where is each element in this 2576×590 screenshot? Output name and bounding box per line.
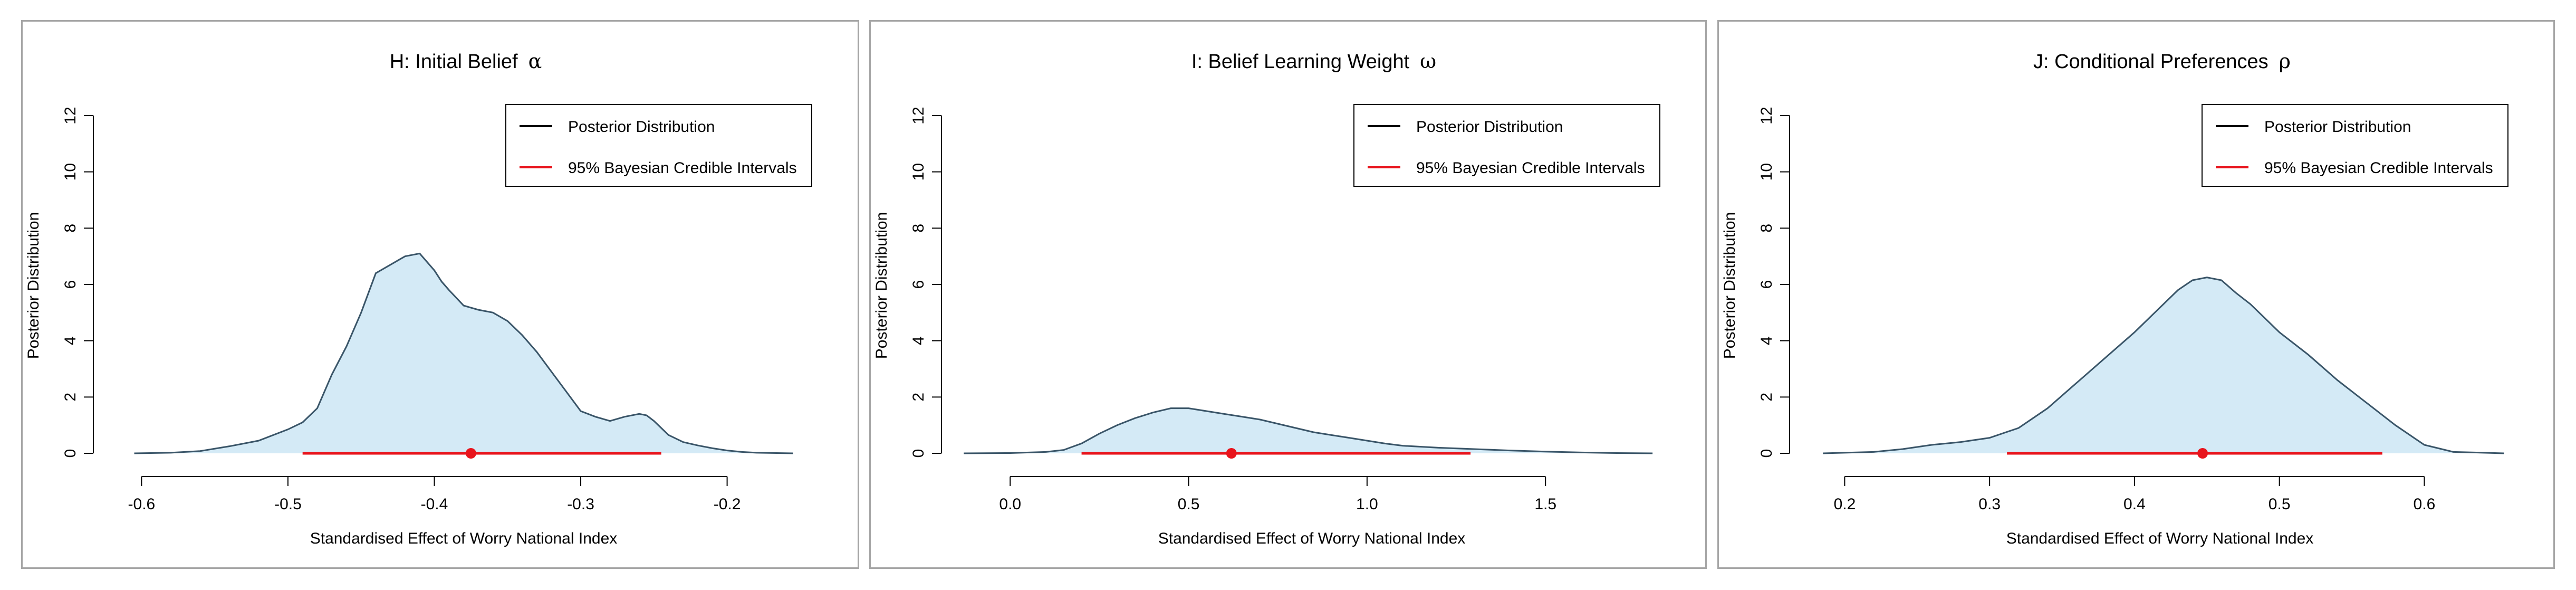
- chart-title-symbol: ω: [1420, 50, 1436, 73]
- chart-svg: I: Belief Learning Weight ω 0.0 0.5 1.0 1.5 St…: [873, 50, 1660, 547]
- legend: Posterior Distribution 95% Bayesian Credi…: [1353, 104, 1660, 187]
- y-tick-label: 2: [62, 393, 79, 402]
- x-tick-label: 0.5: [2269, 496, 2291, 513]
- y-tick-label: 12: [1758, 107, 1775, 124]
- posterior-point: [465, 448, 476, 459]
- y-tick-label: 4: [1758, 336, 1775, 345]
- chart-title-symbol: ρ: [2279, 50, 2291, 73]
- chart-title: H: Initial Belief α: [390, 50, 542, 73]
- x-tick-label: -0.2: [714, 496, 741, 513]
- y-tick-label: 8: [1758, 224, 1775, 233]
- x-tick-label: 0.0: [999, 496, 1021, 513]
- x-tick-label: 0.2: [1834, 496, 1856, 513]
- x-tick-label: -0.5: [274, 496, 302, 513]
- chart-svg: H: Initial Belief α -0.6 -0.5 -0.4 -0.3 -0.2 St…: [25, 50, 812, 547]
- density-line: [1823, 277, 2504, 454]
- y-tick-label: 4: [910, 336, 927, 345]
- x-tick-label: -0.6: [128, 496, 156, 513]
- y-axis-label: Posterior Distribution: [873, 212, 890, 359]
- y-tick-label: 10: [910, 163, 927, 180]
- x-tick-label: 1.5: [1534, 496, 1556, 513]
- density-line: [134, 252, 793, 454]
- legend-label: 95% Bayesian Credible Intervals: [568, 159, 797, 177]
- y-tick-label: 8: [62, 224, 79, 233]
- density-line: [964, 407, 1653, 454]
- legend-label: 95% Bayesian Credible Intervals: [1416, 159, 1645, 177]
- posterior-point: [1226, 448, 1237, 459]
- x-axis-label: Standardised Effect of Worry National In…: [310, 530, 618, 547]
- density-fill: [1823, 277, 2504, 453]
- y-tick-label: 12: [62, 107, 79, 124]
- legend-label: Posterior Distribution: [1416, 118, 1563, 136]
- density-fill: [964, 408, 1653, 453]
- chart-title: I: Belief Learning Weight ω: [1191, 50, 1436, 73]
- y-tick-label: 0: [1758, 449, 1775, 458]
- x-tick-label: 0.6: [2414, 496, 2436, 513]
- chart-title-text: J: Conditional Preferences: [2033, 51, 2269, 73]
- chart-title: J: Conditional Preferences ρ: [2033, 50, 2291, 73]
- y-tick-label: 6: [1758, 280, 1775, 289]
- x-tick-label: 0.3: [1978, 496, 2001, 513]
- y-tick-label: 8: [910, 224, 927, 233]
- legend-box: [1353, 104, 1660, 187]
- chart-panel-i: I: Belief Learning Weight ω 0.0 0.5 1.0 1.5 St…: [869, 20, 1707, 569]
- legend-box: [2202, 104, 2508, 187]
- x-axis-label: Standardised Effect of Worry National In…: [2006, 530, 2314, 547]
- legend-label: Posterior Distribution: [568, 118, 715, 136]
- y-tick-label: 10: [1758, 163, 1775, 180]
- y-tick-label: 12: [910, 107, 927, 124]
- legend: Posterior Distribution 95% Bayesian Credi…: [2202, 104, 2508, 187]
- chart-title-text: H: Initial Belief: [390, 51, 518, 73]
- legend-box: [505, 104, 812, 187]
- y-tick-label: 2: [910, 393, 927, 402]
- chart-panel-h: H: Initial Belief α -0.6 -0.5 -0.4 -0.3 -0.2 St…: [21, 20, 859, 569]
- y-axis-label: Posterior Distribution: [1721, 212, 1738, 359]
- y-tick-label: 6: [910, 280, 927, 289]
- y-tick-label: 2: [1758, 393, 1775, 402]
- legend-label: Posterior Distribution: [2264, 118, 2411, 136]
- y-tick-label: 4: [62, 336, 79, 345]
- legend: Posterior Distribution 95% Bayesian Credi…: [505, 104, 812, 187]
- posterior-point: [2197, 448, 2208, 459]
- y-tick-label: 0: [62, 449, 79, 458]
- chart-panel-j: J: Conditional Preferences ρ 0.2 0.3 0.4 0.5 0…: [1717, 20, 2555, 569]
- y-tick-label: 10: [62, 163, 79, 180]
- x-tick-label: 0.4: [2123, 496, 2146, 513]
- chart-title-symbol: α: [528, 50, 542, 73]
- chart-title-text: I: Belief Learning Weight: [1191, 51, 1410, 73]
- x-axis-label: Standardised Effect of Worry National In…: [1158, 530, 1466, 547]
- x-tick-label: -0.3: [567, 496, 594, 513]
- x-tick-label: 0.5: [1178, 496, 1200, 513]
- density-fill: [134, 253, 793, 453]
- y-tick-label: 0: [910, 449, 927, 458]
- legend-label: 95% Bayesian Credible Intervals: [2264, 159, 2493, 177]
- chart-svg: J: Conditional Preferences ρ 0.2 0.3 0.4 0.5 0…: [1721, 50, 2508, 547]
- y-tick-label: 6: [62, 280, 79, 289]
- y-axis-label: Posterior Distribution: [25, 212, 42, 359]
- x-tick-label: 1.0: [1356, 496, 1378, 513]
- x-tick-label: -0.4: [421, 496, 448, 513]
